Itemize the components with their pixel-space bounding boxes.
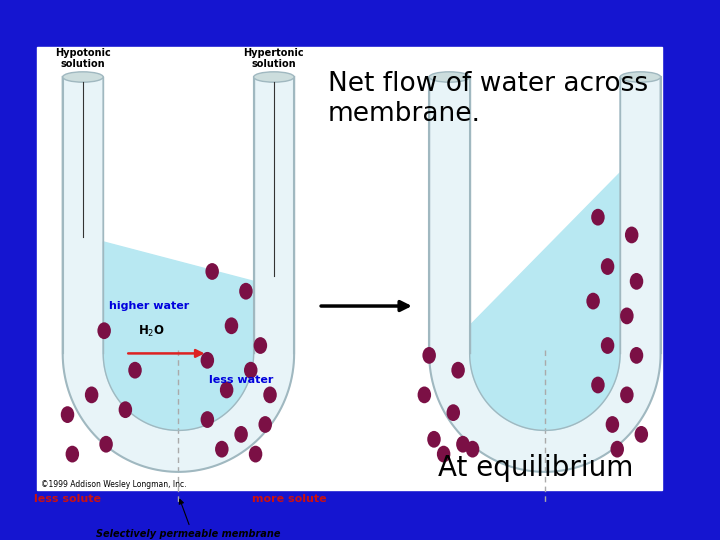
Ellipse shape <box>205 263 219 280</box>
Ellipse shape <box>451 362 465 379</box>
Ellipse shape <box>418 387 431 403</box>
Polygon shape <box>429 77 661 472</box>
Ellipse shape <box>85 387 99 403</box>
Ellipse shape <box>620 72 661 82</box>
Ellipse shape <box>634 426 648 443</box>
Text: Net flow of water across
membrane.: Net flow of water across membrane. <box>328 71 648 127</box>
Ellipse shape <box>446 404 460 421</box>
FancyBboxPatch shape <box>37 48 662 490</box>
Ellipse shape <box>630 273 643 290</box>
Ellipse shape <box>586 293 600 309</box>
Polygon shape <box>103 242 253 430</box>
Ellipse shape <box>600 337 614 354</box>
Ellipse shape <box>258 416 272 433</box>
Ellipse shape <box>606 416 619 433</box>
Ellipse shape <box>600 258 614 275</box>
Text: H$_2$O: H$_2$O <box>138 323 165 339</box>
Ellipse shape <box>456 436 469 453</box>
Ellipse shape <box>427 431 441 448</box>
Ellipse shape <box>253 72 294 82</box>
Ellipse shape <box>234 426 248 443</box>
Ellipse shape <box>201 352 214 369</box>
Ellipse shape <box>620 307 634 325</box>
Ellipse shape <box>620 387 634 403</box>
Polygon shape <box>63 77 294 472</box>
Text: Selectively permeable membrane: Selectively permeable membrane <box>96 529 280 539</box>
Text: Hypertonic
solution: Hypertonic solution <box>243 48 305 69</box>
Ellipse shape <box>625 227 639 244</box>
Ellipse shape <box>215 441 228 457</box>
Ellipse shape <box>264 387 276 403</box>
Polygon shape <box>469 173 620 430</box>
Ellipse shape <box>466 441 480 457</box>
Ellipse shape <box>630 347 643 364</box>
Text: less water: less water <box>209 375 274 385</box>
Ellipse shape <box>128 362 142 379</box>
Ellipse shape <box>63 72 103 82</box>
Ellipse shape <box>429 72 469 82</box>
Text: more solute: more solute <box>252 494 327 504</box>
Text: At equilibrium: At equilibrium <box>438 454 633 482</box>
Ellipse shape <box>66 446 79 462</box>
Ellipse shape <box>97 322 111 339</box>
Ellipse shape <box>423 347 436 364</box>
Text: Hypotonic
solution: Hypotonic solution <box>55 48 111 69</box>
Ellipse shape <box>99 436 113 453</box>
Ellipse shape <box>249 446 262 462</box>
Ellipse shape <box>239 283 253 300</box>
Ellipse shape <box>60 406 74 423</box>
Ellipse shape <box>225 318 238 334</box>
Ellipse shape <box>591 376 605 394</box>
Ellipse shape <box>611 441 624 457</box>
Text: ©1999 Addison Wesley Longman, Inc.: ©1999 Addison Wesley Longman, Inc. <box>40 480 186 489</box>
Text: less solute: less solute <box>34 494 101 504</box>
Text: higher water: higher water <box>109 301 189 311</box>
Ellipse shape <box>201 411 214 428</box>
Ellipse shape <box>220 382 233 399</box>
Ellipse shape <box>591 209 605 226</box>
Ellipse shape <box>253 337 267 354</box>
Ellipse shape <box>119 401 132 418</box>
Ellipse shape <box>244 362 258 379</box>
Ellipse shape <box>437 446 451 462</box>
